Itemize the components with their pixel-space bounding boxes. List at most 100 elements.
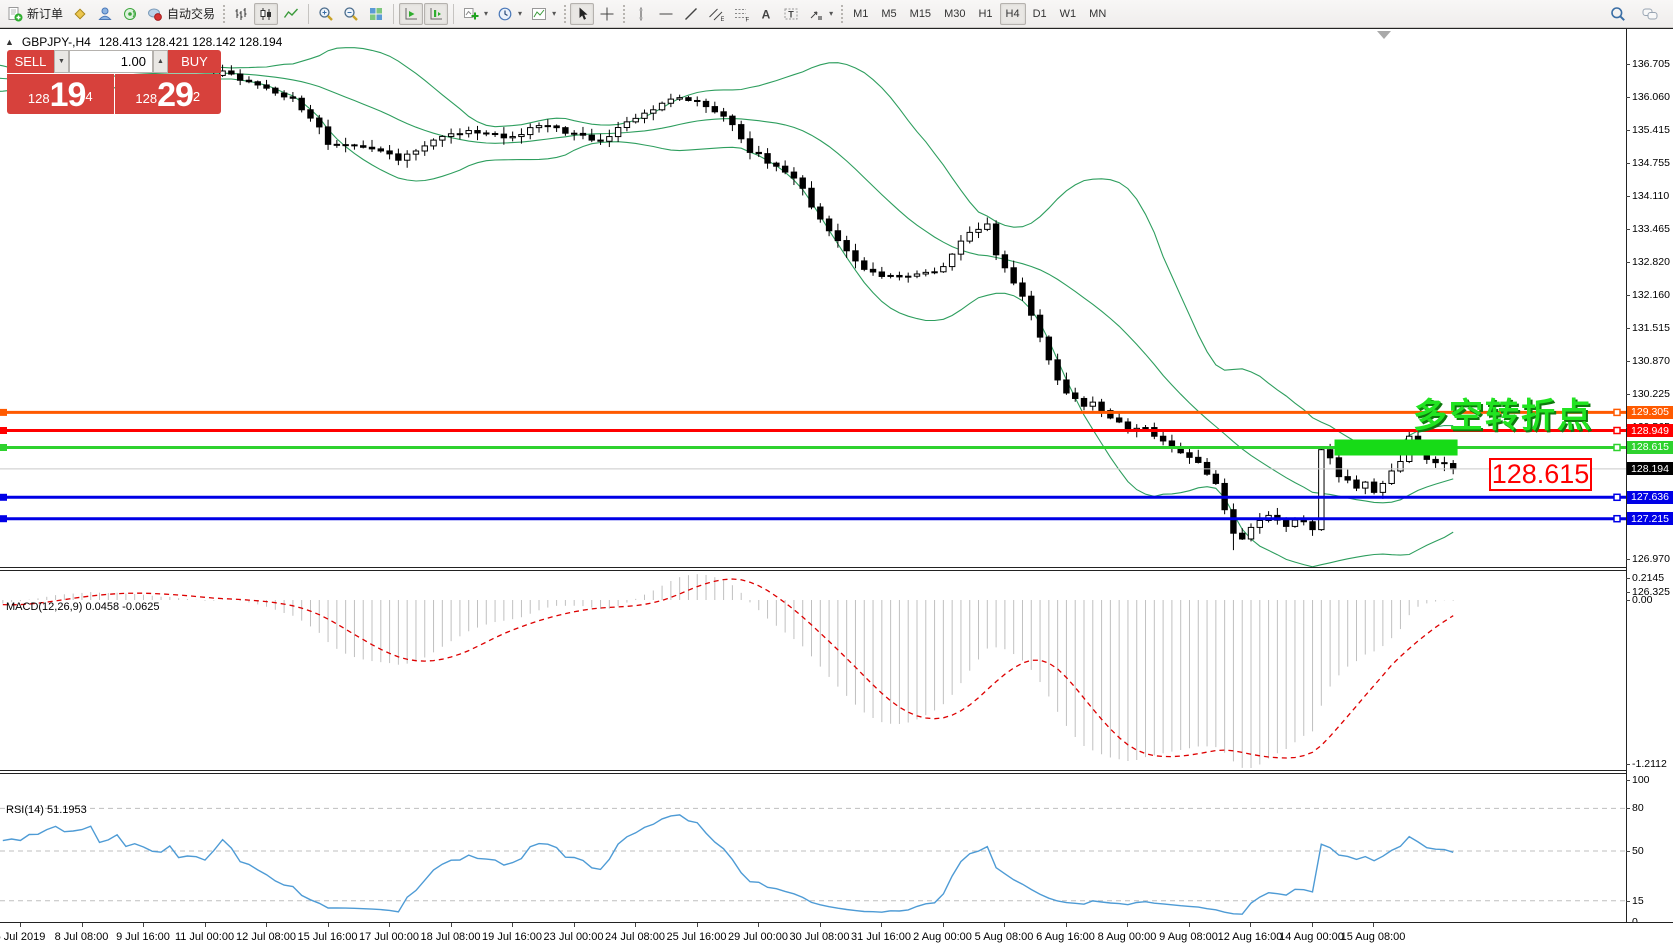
time-label: 5 Aug 08:00	[974, 931, 1034, 943]
pane-separator[interactable]	[0, 570, 1673, 571]
time-tick	[512, 923, 513, 927]
tiles-icon	[370, 7, 383, 20]
chart-header: ▲ GBPJPY-,H4 128.413 128.421 128.142 128…	[5, 35, 282, 49]
vertical-line-button[interactable]	[629, 3, 653, 25]
buy-price[interactable]: 128 29 2	[114, 74, 221, 114]
time-tick	[1311, 923, 1313, 927]
time-tick	[1065, 923, 1067, 927]
horizontal-line-button[interactable]	[654, 3, 678, 25]
candles-icon	[260, 7, 272, 20]
chart-shift-marker-icon[interactable]	[1377, 31, 1391, 39]
volume-decrease-button[interactable]: ▼	[54, 50, 69, 73]
volume-increase-button[interactable]: ▲	[153, 50, 168, 73]
macd-scale-min: -1.2112	[1626, 758, 1667, 770]
zoom-in-button[interactable]	[314, 3, 338, 25]
time-axis[interactable]: 5 Jul 2019 8 Jul 08:00 9 Jul 16:00 11 Jul 0…	[0, 922, 1673, 952]
timeframe-h4[interactable]: H4	[999, 2, 1026, 25]
price-axis[interactable]: 136.705 136.060 135.415 134.755 134.110 133.4…	[1625, 29, 1673, 928]
volume-input[interactable]: 1.00	[69, 50, 153, 73]
chat-button[interactable]	[1638, 3, 1662, 25]
trendline-button[interactable]	[679, 3, 703, 25]
turning-point-annotation[interactable]: 多空转折点	[1413, 397, 1593, 435]
price-tick: 126.325	[1626, 585, 1670, 598]
rsi-indicator-label: RSI(14) 51.1953	[6, 804, 87, 816]
time-tick	[1373, 923, 1374, 927]
dropdown-arrow-icon: ▾	[518, 9, 523, 18]
candlestick-chart-button[interactable]	[254, 2, 279, 25]
signals-button[interactable]	[118, 3, 142, 25]
auto-trading-button[interactable]: 自动交易	[143, 3, 219, 25]
time-tick	[143, 923, 144, 927]
timeframe-m30[interactable]: M30	[938, 3, 971, 25]
text-button[interactable]: A	[754, 3, 778, 25]
timeframe-h1[interactable]: H1	[972, 3, 998, 25]
dropdown-arrow-icon: ▾	[552, 9, 557, 18]
chart-shift-button[interactable]	[424, 2, 449, 25]
crosshair-button[interactable]	[595, 3, 619, 25]
cursor-button[interactable]	[570, 2, 595, 25]
symbol-period-label: GBPJPY-,H4	[21, 35, 91, 49]
search-button[interactable]	[1606, 3, 1630, 25]
magnifier-icon	[1611, 6, 1625, 21]
timeframe-mn[interactable]: MN	[1083, 3, 1112, 25]
shapes-button[interactable]: ▾	[804, 3, 837, 25]
time-label: 11 Jul 00:00	[174, 931, 235, 943]
toolbar-group: ▾ ▾ ▾	[459, 3, 560, 25]
rsi-scale-label: 15	[1626, 894, 1644, 907]
time-tick	[635, 923, 636, 927]
time-tick	[758, 923, 759, 927]
dropdown-arrow-icon: ▾	[484, 9, 489, 18]
indicators-button[interactable]: ▾	[459, 3, 492, 25]
periods-button[interactable]: ▾	[493, 3, 526, 25]
time-tick	[573, 923, 575, 927]
macd-scale-zero: 0.00	[1625, 594, 1653, 606]
fibo-icon: F	[735, 8, 750, 22]
price-callout-box[interactable]: 128.615	[1489, 458, 1592, 491]
new-order-button[interactable]: 新订单	[3, 3, 67, 25]
price-tick: 126.970	[1626, 553, 1670, 566]
svg-text:F: F	[746, 17, 750, 22]
pane-separator[interactable]	[0, 567, 1673, 568]
fibonacci-button[interactable]: F	[729, 3, 753, 25]
zoom-out-button[interactable]	[339, 3, 363, 25]
community-button[interactable]	[93, 3, 117, 25]
time-label: 19 Jul 16:00	[482, 931, 542, 943]
bar-chart-button[interactable]	[229, 3, 253, 25]
timeframe-w1[interactable]: W1	[1054, 3, 1083, 25]
time-tick	[1188, 923, 1190, 927]
time-tick	[266, 923, 267, 927]
equidistant-channel-button[interactable]: E	[704, 3, 728, 25]
price-tick: 132.820	[1626, 255, 1670, 268]
time-label: 12 Aug 16:00	[1217, 931, 1283, 943]
timeframe-m15[interactable]: M15	[904, 3, 937, 25]
tile-windows-button[interactable]	[364, 3, 388, 25]
line-chart-button[interactable]	[279, 3, 303, 25]
autoscroll-icon	[405, 7, 418, 19]
sell-price[interactable]: 128 19 4	[7, 74, 114, 114]
auto-scroll-button[interactable]	[399, 2, 424, 25]
timeframe-d1[interactable]: D1	[1027, 3, 1053, 25]
collapse-panel-icon[interactable]: ▲	[5, 37, 14, 47]
pane-separator[interactable]	[0, 770, 1673, 771]
toolbar-group: 新订单 自动交易	[3, 3, 219, 25]
time-tick	[327, 923, 329, 927]
templates-button[interactable]: ▾	[527, 3, 560, 25]
toolbar-separator	[223, 4, 226, 23]
timeframe-m1[interactable]: M1	[847, 3, 874, 25]
time-label: 24 Jul 08:00	[605, 931, 665, 943]
time-tick	[1127, 923, 1128, 927]
price-tick: 136.060	[1626, 90, 1670, 103]
pane-separator[interactable]	[0, 773, 1673, 774]
toolbar-group	[229, 2, 303, 25]
text-label-button[interactable]: T	[779, 3, 803, 25]
timeframe-m5[interactable]: M5	[875, 3, 902, 25]
sell-button[interactable]: SELL	[7, 50, 54, 73]
clock-icon	[498, 7, 512, 20]
chart-area[interactable]: ▲ GBPJPY-,H4 128.413 128.421 128.142 128…	[0, 28, 1673, 928]
chart-canvas[interactable]	[0, 29, 1626, 923]
market-watch-button[interactable]	[68, 3, 92, 25]
toolbar-separator	[453, 3, 455, 24]
buy-button[interactable]: BUY	[168, 50, 221, 73]
time-label: 15 Aug 08:00	[1340, 931, 1406, 943]
